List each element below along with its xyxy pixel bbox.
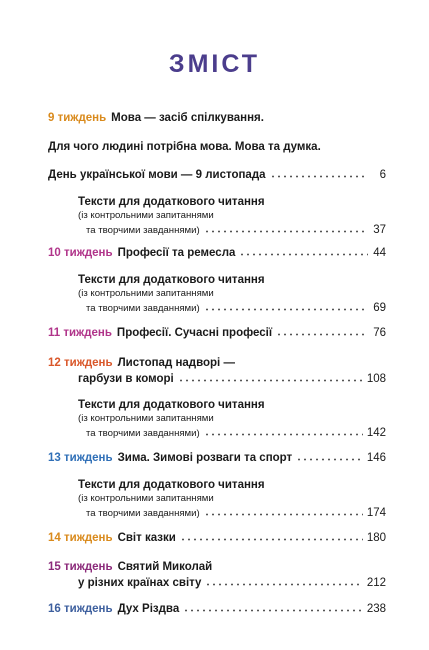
entry-title: Професії та ремесла (117, 247, 236, 259)
toc-entry-week-9-part-3[interactable]: День української мови — 9 листопада 6 (48, 168, 386, 182)
dot-leader (276, 326, 368, 336)
dot-leader (205, 576, 363, 586)
page-number: 180 (366, 532, 386, 544)
extra-reading-note: (із контрольними запитаннями (78, 288, 214, 299)
dot-leader (177, 372, 363, 382)
dot-leader (203, 300, 368, 311)
toc-entry-week-13[interactable]: 13 тиждень Зима. Зимові розваги та спорт… (48, 451, 386, 465)
dot-leader (296, 451, 363, 461)
extra-reading-note: та творчими завданнями) (86, 224, 200, 236)
toc-entry-week-9-part-2[interactable]: Для чого людині потрібна мова. Мова та д… (48, 140, 386, 154)
toc-extra-reading-2[interactable]: Тексти для додаткового читання (із контр… (78, 273, 386, 315)
extra-reading-title: Тексти для додаткового читання (78, 196, 265, 208)
week-label: 12 тиждень (48, 357, 113, 369)
page-number: 37 (373, 223, 386, 236)
week-label: 11 тиждень (48, 327, 112, 339)
week-label: 15 тиждень (48, 561, 113, 573)
page-number: 238 (366, 603, 386, 615)
dot-leader (203, 222, 368, 233)
dot-leader (183, 602, 363, 612)
entry-title-continued: гарбузи в коморі (78, 373, 174, 385)
toc-extra-reading-4[interactable]: Тексти для додаткового читання (із контр… (78, 478, 386, 520)
toc-extra-reading-3[interactable]: Тексти для додаткового читання (із контр… (78, 398, 386, 440)
entry-title: Зима. Зимові розваги та спорт (117, 452, 293, 464)
entry-title: Світ казки (117, 532, 176, 544)
entry-title: Професії. Сучасні професії (116, 327, 273, 339)
toc-entry-week-14[interactable]: 14 тиждень Світ казки 180 (48, 531, 386, 545)
extra-reading-note: (із контрольними запитаннями (78, 210, 214, 221)
extra-reading-note: (із контрольними запитаннями (78, 413, 214, 424)
dot-leader (203, 425, 363, 436)
dot-leader (179, 531, 363, 541)
page-number: 142 (366, 426, 386, 439)
page-number: 174 (366, 506, 386, 519)
dot-leader (203, 505, 363, 516)
extra-reading-note: та творчими завданнями) (86, 427, 200, 439)
extra-reading-note: (із контрольними запитаннями (78, 493, 214, 504)
entry-title: Святий Миколай (117, 561, 213, 573)
entry-title: Мова — засіб спілкування. (111, 112, 264, 124)
page-number: 212 (366, 577, 386, 589)
toc-entry-week-12[interactable]: 12 тиждень Листопад надворі — гарбузи в … (48, 356, 386, 386)
page-number: 69 (373, 301, 386, 314)
week-label: 16 тиждень (48, 603, 113, 615)
extra-reading-title: Тексти для додаткового читання (78, 274, 265, 286)
page-number: 44 (373, 247, 386, 259)
week-label: 10 тиждень (48, 247, 113, 259)
toc-entry-week-15[interactable]: 15 тиждень Святий Миколай у різних країн… (48, 560, 386, 590)
extra-reading-title: Тексти для додаткового читання (78, 399, 265, 411)
extra-reading-title: Тексти для додаткового читання (78, 479, 265, 491)
entry-title-continued: у різних країнах світу (78, 577, 202, 589)
toc-entry-week-9[interactable]: 9 тиждень Мова — засіб спілкування. (48, 111, 386, 125)
entry-title: Листопад надворі — (117, 357, 235, 369)
page-number: 146 (366, 452, 386, 464)
week-label: 9 тиждень (48, 112, 107, 124)
page-title: ЗМІСТ (168, 50, 261, 78)
page-number: 76 (373, 327, 386, 339)
toc-entry-week-10[interactable]: 10 тиждень Професії та ремесла 44 (48, 246, 386, 260)
extra-reading-note: та творчими завданнями) (86, 507, 200, 519)
entry-title: Дух Різдва (117, 603, 180, 615)
week-label: 14 тиждень (48, 532, 113, 544)
dot-leader (239, 246, 368, 256)
entry-title: День української мови — 9 листопада (48, 169, 266, 181)
extra-reading-note: та творчими завданнями) (86, 302, 200, 314)
page-number: 108 (366, 373, 386, 385)
dot-leader (269, 168, 368, 178)
toc-entry-week-11[interactable]: 11 тиждень Професії. Сучасні професії 76 (48, 326, 386, 340)
toc-extra-reading-1[interactable]: Тексти для додаткового читання (із контр… (78, 195, 386, 237)
toc-entry-week-16[interactable]: 16 тиждень Дух Різдва 238 (48, 602, 386, 616)
week-label: 13 тиждень (48, 452, 113, 464)
page-number: 6 (379, 169, 386, 181)
entry-title: Для чого людині потрібна мова. Мова та д… (48, 141, 321, 153)
